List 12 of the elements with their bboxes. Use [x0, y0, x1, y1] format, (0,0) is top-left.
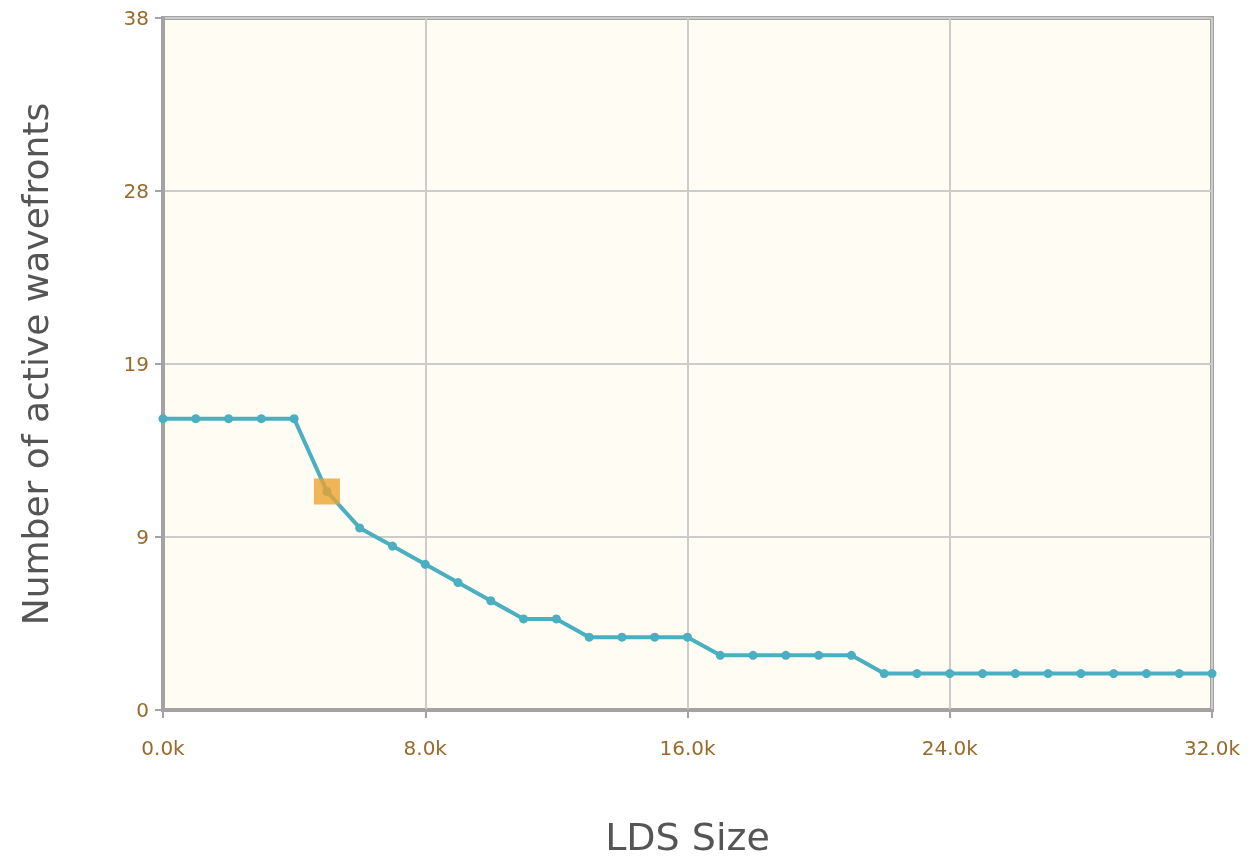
y-axis-title: Number of active wavefronts: [14, 102, 56, 626]
x-tick-label: 0.0k: [141, 736, 186, 760]
x-tick-label: 24.0k: [921, 736, 979, 760]
y-tick-label: 19: [123, 352, 149, 376]
y-tick-label: 28: [123, 179, 149, 203]
y-tick-label: 9: [136, 525, 149, 549]
x-axis-title: LDS Size: [605, 815, 770, 859]
x-tick-label: 8.0k: [403, 736, 448, 760]
x-tick-label: 32.0k: [1183, 736, 1241, 760]
y-tick-label: 38: [123, 6, 149, 30]
x-tick-label: 16.0k: [659, 736, 716, 760]
y-tick-label: 0: [136, 698, 149, 722]
